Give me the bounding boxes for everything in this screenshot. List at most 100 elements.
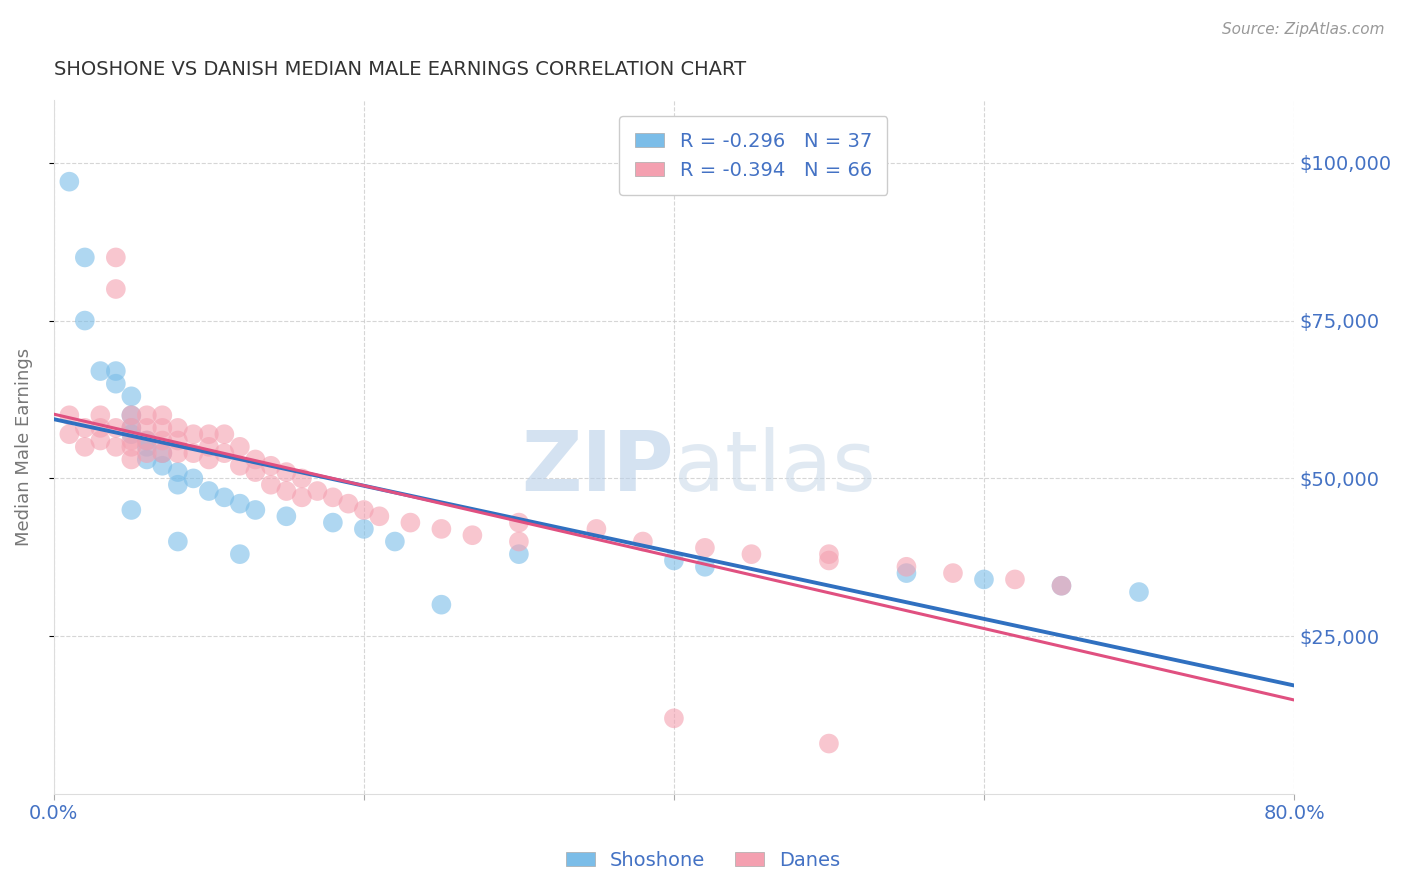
Text: atlas: atlas (673, 427, 876, 508)
Point (229, 547, 252, 561)
Point (150, 434, 173, 448)
Point (508, 534, 530, 549)
Point (662, 711, 685, 725)
Text: Source: ZipAtlas.com: Source: ZipAtlas.com (1222, 22, 1385, 37)
Point (322, 516, 344, 530)
Point (166, 477, 188, 491)
Point (120, 434, 142, 448)
Point (693, 541, 716, 555)
Point (150, 446, 173, 460)
Point (120, 452, 142, 467)
Point (198, 483, 221, 498)
Text: ZIP: ZIP (522, 427, 673, 508)
Point (166, 446, 188, 460)
Point (120, 409, 142, 423)
Point (89, 364, 111, 378)
Point (135, 446, 157, 460)
Point (150, 458, 173, 473)
Point (73, 251, 96, 265)
Point (135, 434, 157, 448)
Point (135, 440, 157, 454)
Point (104, 364, 127, 378)
Point (896, 559, 918, 574)
Point (368, 509, 391, 524)
Point (89, 434, 111, 448)
Point (183, 471, 205, 485)
Point (260, 458, 283, 473)
Point (291, 471, 314, 485)
Point (183, 446, 205, 460)
Point (942, 566, 965, 580)
Point (631, 534, 654, 549)
Point (430, 522, 453, 536)
Legend: Shoshone, Danes: Shoshone, Danes (558, 843, 848, 878)
Point (214, 446, 236, 460)
Point (214, 491, 236, 505)
Point (461, 528, 484, 542)
Point (399, 516, 422, 530)
Point (818, 547, 841, 561)
Point (89, 421, 111, 435)
Point (89, 409, 111, 423)
Point (337, 497, 360, 511)
Point (740, 547, 762, 561)
Point (896, 566, 918, 580)
Point (58, 409, 80, 423)
Point (585, 522, 607, 536)
Point (135, 409, 157, 423)
Point (73, 421, 96, 435)
Point (120, 409, 142, 423)
Point (307, 483, 329, 498)
Point (58, 175, 80, 189)
Point (166, 434, 188, 448)
Point (166, 421, 188, 435)
Point (260, 477, 283, 491)
Point (229, 440, 252, 454)
Point (662, 553, 685, 567)
Point (245, 452, 267, 467)
Point (508, 516, 530, 530)
Point (276, 509, 298, 524)
Point (214, 427, 236, 442)
Point (135, 421, 157, 435)
Point (135, 434, 157, 448)
Point (104, 282, 127, 296)
Point (104, 421, 127, 435)
Point (58, 427, 80, 442)
Point (353, 503, 375, 517)
Point (693, 559, 716, 574)
Point (276, 465, 298, 479)
Point (104, 440, 127, 454)
Legend: R = -0.296   N = 37, R = -0.394   N = 66: R = -0.296 N = 37, R = -0.394 N = 66 (620, 116, 887, 195)
Point (1128, 585, 1150, 599)
Point (973, 573, 995, 587)
Point (245, 503, 267, 517)
Point (245, 465, 267, 479)
Point (166, 465, 188, 479)
Point (508, 547, 530, 561)
Point (104, 251, 127, 265)
Point (384, 534, 406, 549)
Point (166, 534, 188, 549)
Point (1004, 573, 1026, 587)
Point (150, 421, 173, 435)
Point (73, 440, 96, 454)
Point (120, 421, 142, 435)
Point (135, 452, 157, 467)
Point (198, 427, 221, 442)
Text: SHOSHONE VS DANISH MEDIAN MALE EARNINGS CORRELATION CHART: SHOSHONE VS DANISH MEDIAN MALE EARNINGS … (53, 60, 747, 78)
Point (1050, 579, 1073, 593)
Point (150, 409, 173, 423)
Point (276, 483, 298, 498)
Point (1050, 579, 1073, 593)
Point (120, 427, 142, 442)
Point (818, 737, 841, 751)
Point (198, 440, 221, 454)
Point (198, 452, 221, 467)
Point (430, 598, 453, 612)
Point (150, 446, 173, 460)
Point (120, 421, 142, 435)
Point (291, 491, 314, 505)
Point (818, 553, 841, 567)
Y-axis label: Median Male Earnings: Median Male Earnings (15, 348, 32, 546)
